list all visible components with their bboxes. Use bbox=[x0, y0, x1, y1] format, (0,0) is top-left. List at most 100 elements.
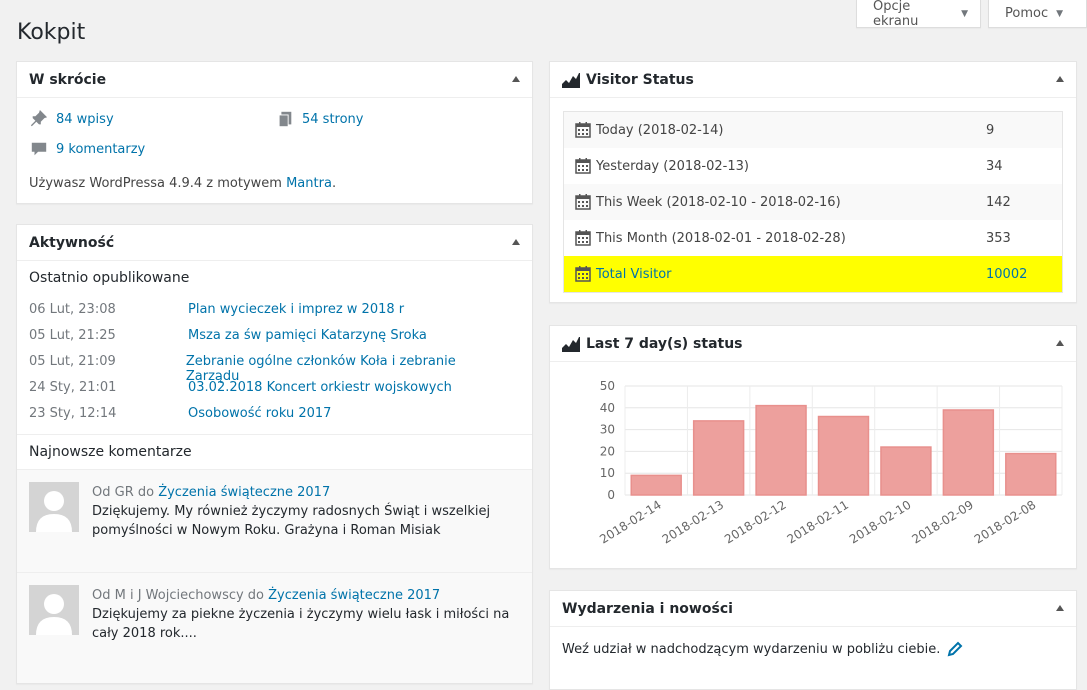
comment-post-link[interactable]: Życzenia świąteczne 2017 bbox=[268, 588, 441, 603]
page-title: Kokpit bbox=[17, 20, 86, 45]
widget-header[interactable]: Visitor Status bbox=[550, 62, 1076, 98]
row-label-text: Total Visitor bbox=[596, 266, 672, 282]
bar-2018-02-12[interactable] bbox=[755, 404, 807, 496]
post-date: 06 Lut, 23:08 bbox=[29, 302, 116, 317]
pages-count[interactable]: 54 strony bbox=[276, 110, 364, 128]
visitors-bar-chart: 010203040502018-02-142018-02-132018-02-1… bbox=[597, 379, 1063, 547]
comment-body: Od M i J Wojciechowscy do Życzenia świąt… bbox=[92, 586, 522, 643]
activity-widget: Aktywność Ostatnio opublikowane 06 Lut, … bbox=[16, 224, 533, 684]
calendar-icon bbox=[575, 158, 591, 174]
y-tick-label: 30 bbox=[600, 423, 615, 437]
x-tick-label: 2018-02-11 bbox=[785, 498, 852, 547]
x-tick-label: 2018-02-10 bbox=[847, 498, 914, 547]
y-tick-label: 40 bbox=[600, 401, 615, 415]
post-link[interactable]: Msza za św pamięci Katarzynę Sroka bbox=[188, 328, 427, 343]
table-row: This Week (2018-02-10 - 2018-02-16) 142 bbox=[564, 184, 1062, 220]
row-label-text: This Month (2018-02-01 - 2018-02-28) bbox=[596, 230, 846, 246]
post-date: 05 Lut, 21:09 bbox=[29, 354, 116, 369]
events-intro-text: Weź udział w nadchodzącym wydarzeniu w p… bbox=[562, 641, 941, 657]
y-tick-label: 20 bbox=[600, 444, 615, 458]
row-label: Total Visitor bbox=[575, 266, 986, 282]
post-link[interactable]: Plan wycieczek i imprez w 2018 r bbox=[188, 302, 405, 317]
x-tick-label: 2018-02-12 bbox=[722, 498, 789, 547]
widget-title: Last 7 day(s) status bbox=[586, 335, 743, 352]
row-value: 142 bbox=[986, 194, 1011, 210]
help-label: Pomoc bbox=[1005, 6, 1049, 21]
calendar-icon bbox=[575, 122, 591, 138]
avatar bbox=[29, 482, 79, 532]
row-label-text: Yesterday (2018-02-13) bbox=[596, 158, 749, 174]
help-button[interactable]: Pomoc ▼ bbox=[988, 0, 1087, 28]
collapse-toggle-icon[interactable] bbox=[512, 239, 520, 245]
visitor-status-widget: Visitor Status Today (2018-02-14) 9 Yester… bbox=[549, 61, 1077, 303]
bar-2018-02-14[interactable] bbox=[630, 474, 682, 496]
row-label-text: Today (2018-02-14) bbox=[596, 122, 724, 138]
pencil-icon[interactable] bbox=[947, 641, 963, 657]
x-tick-label: 2018-02-09 bbox=[909, 498, 976, 547]
widget-title: Wydarzenia i nowości bbox=[562, 600, 733, 617]
y-tick-label: 0 bbox=[607, 488, 615, 502]
widget-header[interactable]: Wydarzenia i nowości bbox=[550, 591, 1076, 627]
bar-2018-02-09[interactable] bbox=[942, 409, 995, 496]
comment-author: Od GR do bbox=[92, 485, 159, 500]
collapse-toggle-icon[interactable] bbox=[1056, 76, 1064, 82]
y-tick-label: 10 bbox=[600, 466, 615, 480]
calendar-icon bbox=[575, 230, 591, 246]
pages-icon bbox=[278, 111, 292, 128]
list-item: 05 Lut, 21:25 Msza za św pamięci Katarzy… bbox=[29, 328, 509, 343]
post-date: 23 Sty, 12:14 bbox=[29, 406, 117, 421]
row-label: This Week (2018-02-10 - 2018-02-16) bbox=[575, 194, 986, 210]
at-a-glance-widget: W skrócie 84 wpisy 54 strony 9 komentarz… bbox=[16, 61, 533, 204]
widget-header[interactable]: Aktywność bbox=[17, 225, 532, 261]
screen-options-button[interactable]: Opcje ekranu ▼ bbox=[856, 0, 981, 29]
comment-post-link[interactable]: Życzenia świąteczne 2017 bbox=[158, 485, 331, 500]
divider bbox=[17, 434, 532, 435]
total-visitor-row: Total Visitor 10002 bbox=[564, 256, 1062, 292]
x-tick-label: 2018-02-13 bbox=[660, 498, 727, 547]
collapse-toggle-icon[interactable] bbox=[1056, 340, 1064, 346]
post-link[interactable]: Zebranie ogólne członków Koła i zebranie… bbox=[185, 354, 456, 384]
comment-text: Dziękujemy za piekne życzenia i życzymy … bbox=[92, 607, 510, 641]
comments-link[interactable]: 9 komentarzy bbox=[56, 141, 146, 157]
widget-header[interactable]: Last 7 day(s) status bbox=[550, 326, 1076, 362]
row-value: 9 bbox=[986, 122, 995, 138]
list-item: 24 Sty, 21:01 03.02.2018 Koncert orkiest… bbox=[29, 380, 509, 395]
pages-link[interactable]: 54 strony bbox=[302, 111, 364, 127]
avatar bbox=[29, 585, 79, 635]
theme-link[interactable]: Mantra bbox=[286, 176, 332, 191]
caret-down-icon: ▼ bbox=[961, 8, 968, 19]
version-text-prefix: Używasz WordPressa 4.9.4 z motywem bbox=[29, 176, 287, 191]
post-link[interactable]: Osobowość roku 2017 bbox=[188, 406, 332, 421]
comment-item: Od M i J Wojciechowscy do Życzenia świąt… bbox=[17, 572, 532, 683]
row-label: Yesterday (2018-02-13) bbox=[575, 158, 986, 174]
comments-count[interactable]: 9 komentarzy bbox=[30, 140, 145, 158]
post-link[interactable]: 03.02.2018 Koncert orkiestr wojskowych bbox=[188, 380, 452, 395]
comment-author: Od M i J Wojciechowscy do bbox=[92, 588, 269, 603]
area-chart-icon bbox=[562, 72, 580, 88]
comments-heading: Najnowsze komentarze bbox=[29, 444, 192, 460]
collapse-toggle-icon[interactable] bbox=[512, 76, 520, 82]
last-7-days-widget: Last 7 day(s) status 0 10 20 30 40 50 2018-02-… bbox=[549, 325, 1077, 569]
row-label: Today (2018-02-14) bbox=[575, 122, 986, 138]
bar-2018-02-08[interactable] bbox=[1005, 452, 1057, 496]
calendar-icon bbox=[575, 194, 591, 210]
collapse-toggle-icon[interactable] bbox=[1056, 605, 1064, 611]
posts-count[interactable]: 84 wpisy bbox=[30, 110, 114, 128]
list-item: 05 Lut, 21:09 Zebranie ogólne członków K… bbox=[29, 354, 509, 384]
row-label-text: This Week (2018-02-10 - 2018-02-16) bbox=[596, 194, 841, 210]
area-chart-icon bbox=[562, 336, 580, 352]
row-value: 353 bbox=[986, 230, 1011, 246]
x-tick-label: 2018-02-08 bbox=[972, 498, 1039, 547]
bar-2018-02-11[interactable] bbox=[817, 415, 870, 496]
screen-options-label: Opcje ekranu bbox=[873, 0, 919, 29]
widget-title: Aktywność bbox=[29, 234, 115, 251]
events-news-widget: Wydarzenia i nowości Weź udział w nadcho… bbox=[549, 590, 1077, 690]
comment-item: Od GR do Życzenia świąteczne 2017 Dzięku… bbox=[17, 469, 532, 573]
widget-header[interactable]: W skrócie bbox=[17, 62, 532, 98]
version-text: Używasz WordPressa 4.9.4 z motywem Mantr… bbox=[29, 176, 336, 191]
bar-2018-02-10[interactable] bbox=[880, 446, 932, 496]
calendar-icon bbox=[575, 266, 591, 282]
list-item: 23 Sty, 12:14 Osobowość roku 2017 bbox=[29, 406, 509, 421]
posts-link[interactable]: 84 wpisy bbox=[56, 111, 114, 127]
bar-2018-02-13[interactable] bbox=[692, 420, 745, 496]
